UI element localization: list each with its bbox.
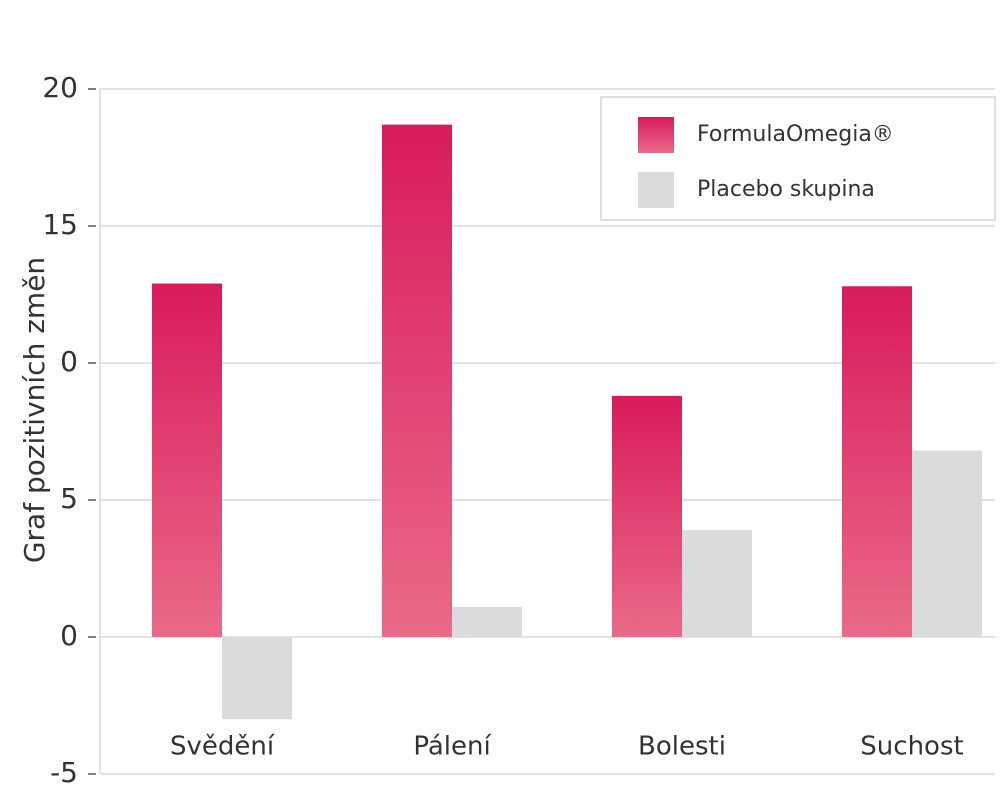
x-tick-label: Svědění (170, 732, 275, 762)
bar (222, 637, 292, 720)
y-tick-label: -5 (50, 756, 78, 789)
bar (682, 530, 752, 637)
x-tick-label: Pálení (413, 732, 491, 762)
y-tick-label: 5 (60, 482, 78, 515)
y-tick-label: 20 (42, 71, 78, 104)
legend-label: Placebo skupina (697, 177, 875, 202)
bar (152, 283, 222, 637)
bar (612, 395, 682, 637)
y-axis-label: Graf pozitivních změn (18, 257, 51, 563)
x-tick-label: Suchost (860, 732, 963, 762)
bar (912, 450, 982, 637)
x-tick-label: Bolesti (638, 732, 726, 762)
legend-swatch (638, 172, 674, 208)
legend-swatch (638, 117, 674, 153)
bar (842, 286, 912, 637)
legend-label: FormulaOmegia® (697, 122, 894, 147)
y-tick-label: 15 (42, 208, 78, 241)
y-tick-label: 0 (60, 345, 78, 378)
bar (382, 124, 452, 638)
y-tick-label: 0 (60, 619, 78, 652)
bar (452, 606, 522, 637)
